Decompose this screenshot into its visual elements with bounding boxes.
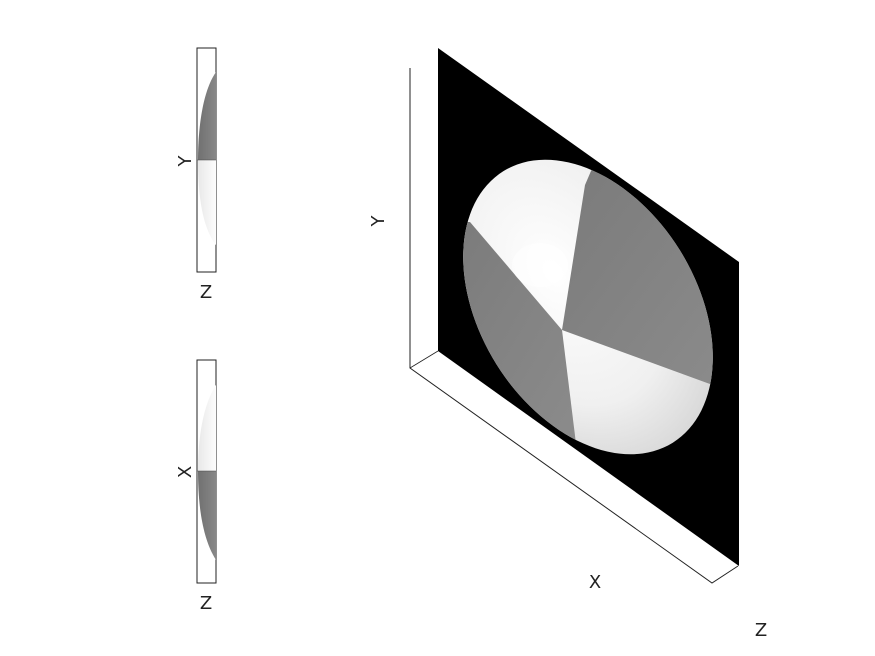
ellipsoid	[440, 150, 740, 460]
main-view-x-label: X	[589, 572, 601, 593]
main-3d-view: Y X Z	[368, 48, 767, 641]
main-view-y-label: Y	[368, 215, 389, 228]
main-view-z-label: Z	[755, 620, 767, 641]
side-view-bottom-z-label: Z	[200, 593, 212, 614]
side-view-top: Y Z	[175, 47, 217, 303]
side-view-bottom-x-label: X	[175, 466, 196, 478]
side-view-bottom: X Z	[175, 359, 217, 614]
side-view-top-y-label: Y	[175, 155, 196, 168]
side-view-top-z-label: Z	[200, 282, 212, 303]
main-view-axis-box	[409, 68, 739, 584]
